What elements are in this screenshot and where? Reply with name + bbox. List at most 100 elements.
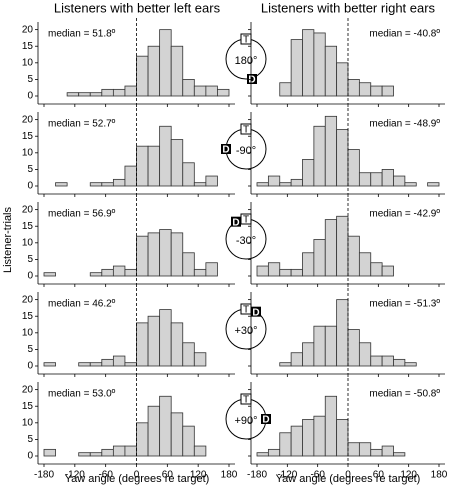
y-tick-label: 15 xyxy=(22,401,34,412)
bar xyxy=(404,362,417,367)
bar xyxy=(313,125,326,187)
bar xyxy=(347,442,360,457)
bar xyxy=(217,88,230,97)
bar xyxy=(170,412,184,457)
bar xyxy=(358,342,372,367)
bar xyxy=(136,235,149,277)
bar xyxy=(347,79,360,97)
bar xyxy=(290,425,303,457)
bar xyxy=(101,448,114,457)
bar xyxy=(279,182,292,187)
bar xyxy=(147,145,161,187)
y-tick-label: 10 xyxy=(22,57,34,68)
bar xyxy=(193,445,207,457)
distractor-label: D xyxy=(232,217,239,228)
y-tick-label: 20 xyxy=(22,204,34,215)
median-annotation: median = 56.9º xyxy=(48,209,116,220)
bar xyxy=(256,265,269,277)
bar xyxy=(159,309,172,367)
x-tick-label: 120 xyxy=(400,470,417,481)
y-tick-label: 15 xyxy=(22,41,34,52)
bar xyxy=(313,32,326,97)
y-tick-label: 15 xyxy=(22,131,34,142)
bar xyxy=(290,39,303,97)
bar xyxy=(78,452,91,457)
y-tick-label: 10 xyxy=(22,147,34,158)
bar xyxy=(147,405,161,457)
y-tick-label: 15 xyxy=(22,221,34,232)
y-tick-label: 5 xyxy=(27,344,33,355)
x-tick-label: -60 xyxy=(98,470,113,481)
bar xyxy=(124,362,137,367)
condition-label: 180° xyxy=(235,55,258,67)
y-tick-label: 0 xyxy=(27,271,33,282)
x-tick-label: -180 xyxy=(34,470,54,481)
x-tick-label: 180 xyxy=(431,470,448,481)
bar xyxy=(112,178,126,187)
bar xyxy=(336,299,349,367)
y-tick-label: 5 xyxy=(27,74,33,85)
bar xyxy=(112,88,126,97)
bar xyxy=(347,329,360,367)
bar xyxy=(381,265,394,277)
bar xyxy=(302,252,315,277)
y-tick-label: 20 xyxy=(22,114,34,125)
median-annotation: median = -51.3º xyxy=(369,299,440,310)
bar xyxy=(381,445,394,457)
bar xyxy=(78,362,91,367)
median-annotation: median = 52.7º xyxy=(48,119,116,130)
bar xyxy=(324,219,338,277)
bar xyxy=(124,445,137,457)
bar xyxy=(336,62,349,97)
bar xyxy=(182,252,195,277)
bar xyxy=(112,355,126,367)
bar xyxy=(279,82,292,97)
bar xyxy=(427,182,440,187)
bar xyxy=(101,268,114,277)
bar xyxy=(393,358,406,367)
bar xyxy=(101,88,114,97)
bar xyxy=(205,262,218,277)
bar xyxy=(147,45,161,97)
y-tick-label: 20 xyxy=(22,24,34,35)
bar xyxy=(267,448,281,457)
x-tick-label: -180 xyxy=(247,470,267,481)
distractor-box xyxy=(251,306,261,317)
bar xyxy=(290,178,303,187)
bar xyxy=(182,425,195,457)
y-tick-label: 20 xyxy=(22,384,34,395)
bar xyxy=(136,145,149,187)
condition-label: +90° xyxy=(234,415,257,427)
condition-label: -30° xyxy=(236,235,256,247)
x-tick-label: 0 xyxy=(134,470,140,481)
bar xyxy=(279,268,292,277)
y-tick-label: 0 xyxy=(27,91,33,102)
bar xyxy=(313,325,326,367)
y-tick-label: 5 xyxy=(27,164,33,175)
bar xyxy=(290,352,303,367)
bar xyxy=(302,419,315,457)
bar xyxy=(404,182,417,187)
bar xyxy=(66,92,80,97)
bar xyxy=(182,79,195,97)
distractor-label: D xyxy=(262,415,269,426)
bar xyxy=(370,448,383,457)
bar xyxy=(193,352,207,367)
bar xyxy=(324,45,338,97)
target-label: T xyxy=(243,215,249,226)
y-tick-label: 10 xyxy=(22,327,34,338)
x-tick-label: -60 xyxy=(310,470,325,481)
bar xyxy=(193,268,207,277)
bar xyxy=(393,452,406,457)
bar xyxy=(347,235,360,277)
median-annotation: median = -42.9º xyxy=(369,209,440,220)
bar xyxy=(89,272,103,277)
bar xyxy=(302,342,315,367)
x-tick-label: -120 xyxy=(277,470,297,481)
column-title: Listeners with better right ears xyxy=(261,0,436,15)
bar xyxy=(170,45,184,97)
x-tick-label: 0 xyxy=(345,470,351,481)
bar xyxy=(267,262,281,277)
distractor-box xyxy=(221,144,231,154)
bar xyxy=(170,232,184,277)
